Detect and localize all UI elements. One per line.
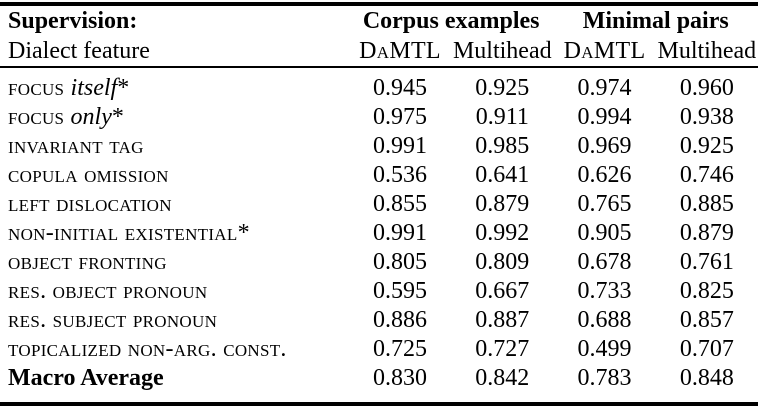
table-row-left-dislocation: left dislocation 0.855 0.879 0.765 0.885	[0, 190, 758, 219]
table-row-non-initial-existential: non-initial existential* 0.991 0.992 0.9…	[0, 219, 758, 248]
value-cell: 0.688	[577, 307, 632, 333]
value-cell: 0.595	[373, 278, 428, 304]
value-cell: 0.960	[679, 75, 734, 101]
value-cell: 0.536	[373, 162, 428, 188]
supervision-label: Supervision:	[8, 8, 138, 34]
value-cell: 0.992	[475, 220, 530, 246]
value-cell: 0.725	[373, 336, 428, 362]
value-cell: 0.641	[475, 162, 530, 188]
feature-name: topicalized non-arg. const.	[8, 336, 287, 362]
value-cell: 0.727	[475, 336, 530, 362]
table-row-object-fronting: object fronting 0.805 0.809 0.678 0.761	[0, 248, 758, 277]
feature-name: focus	[8, 75, 65, 101]
feature-name: focus	[8, 104, 65, 130]
col-header-multihead-corpus: Multihead	[451, 36, 554, 68]
table-row-topicalized-non-arg-const: topicalized non-arg. const. 0.725 0.727 …	[0, 335, 758, 364]
col-header-multihead-minimal: Multihead	[655, 36, 758, 68]
feature-cell: res. subject pronoun	[0, 306, 349, 335]
feature-asterisk: *	[237, 220, 250, 246]
value-cell: 0.975	[373, 104, 428, 130]
feature-italic: itself	[70, 75, 118, 101]
feature-name: invariant tag	[8, 133, 144, 159]
table-row-invariant-tag: invariant tag 0.991 0.985 0.969 0.925	[0, 132, 758, 161]
value-cell: 0.809	[475, 249, 530, 275]
feature-cell: left dislocation	[0, 190, 349, 219]
value-cell: 0.761	[679, 249, 734, 275]
value-cell: 0.945	[373, 75, 428, 101]
value-cell: 0.886	[373, 307, 428, 333]
macro-average-label: Macro Average	[8, 365, 164, 391]
value-cell: 0.667	[475, 278, 530, 304]
feature-name: left dislocation	[8, 191, 172, 217]
feature-cell: topicalized non-arg. const.	[0, 335, 349, 364]
value-cell: 0.855	[373, 191, 428, 217]
value-cell: 0.830	[373, 365, 428, 391]
group-header-minimal-pairs: Minimal pairs	[582, 8, 729, 34]
value-cell: 0.879	[679, 220, 734, 246]
feature-name: copula omission	[8, 162, 169, 188]
feature-name: non-initial existential	[8, 220, 238, 246]
table-header: Supervision: Corpus examples Minimal pai…	[0, 4, 758, 68]
value-cell: 0.985	[475, 133, 530, 159]
feature-cell: res. object pronoun	[0, 277, 349, 306]
col-header-damtl-minimal: DaMTL	[553, 36, 656, 68]
feature-name: res. object pronoun	[8, 278, 208, 304]
value-cell: 0.938	[679, 104, 734, 130]
dialect-feature-label: Dialect feature	[0, 36, 349, 68]
group-header-corpus-examples: Corpus examples	[362, 8, 540, 34]
value-cell: 0.911	[475, 104, 529, 130]
feature-name: res. subject pronoun	[8, 307, 218, 333]
value-cell: 0.925	[475, 75, 530, 101]
value-cell: 0.991	[373, 220, 428, 246]
value-cell: 0.805	[373, 249, 428, 275]
feature-cell: copula omission	[0, 161, 349, 190]
value-cell: 0.783	[577, 365, 632, 391]
header-row-subcolumns: Dialect feature DaMTL Multihead DaMTL Mu…	[0, 36, 758, 68]
table-row-focus-itself: focus itself* 0.945 0.925 0.974 0.960	[0, 67, 758, 103]
value-cell: 0.974	[577, 75, 632, 101]
value-cell: 0.991	[373, 133, 428, 159]
table-row-copula-omission: copula omission 0.536 0.641 0.626 0.746	[0, 161, 758, 190]
value-cell: 0.905	[577, 220, 632, 246]
value-cell: 0.626	[577, 162, 632, 188]
dialect-feature-results-table: Supervision: Corpus examples Minimal pai…	[0, 2, 758, 406]
value-cell: 0.857	[679, 307, 734, 333]
value-cell: 0.969	[577, 133, 632, 159]
table-row-macro-average: Macro Average 0.830 0.842 0.783 0.848	[0, 364, 758, 404]
table-row-res-object-pronoun: res. object pronoun 0.595 0.667 0.733 0.…	[0, 277, 758, 306]
table-row-focus-only: focus only* 0.975 0.911 0.994 0.938	[0, 103, 758, 132]
col-header-damtl-corpus: DaMTL	[348, 36, 452, 68]
value-cell: 0.499	[577, 336, 632, 362]
value-cell: 0.994	[577, 104, 632, 130]
value-cell: 0.842	[475, 365, 530, 391]
value-cell: 0.825	[679, 278, 734, 304]
feature-italic: only	[70, 104, 112, 130]
value-cell: 0.848	[679, 365, 734, 391]
table-row-res-subject-pronoun: res. subject pronoun 0.886 0.887 0.688 0…	[0, 306, 758, 335]
header-row-groups: Supervision: Corpus examples Minimal pai…	[0, 4, 758, 36]
value-cell: 0.885	[679, 191, 734, 217]
feature-cell: focus only*	[0, 103, 349, 132]
value-cell: 0.925	[679, 133, 734, 159]
feature-asterisk: *	[117, 75, 130, 101]
feature-cell: focus itself*	[0, 67, 349, 103]
table-body: focus itself* 0.945 0.925 0.974 0.960 foc…	[0, 67, 758, 404]
value-cell: 0.733	[577, 278, 632, 304]
value-cell: 0.887	[475, 307, 530, 333]
feature-cell: invariant tag	[0, 132, 349, 161]
feature-cell: non-initial existential*	[0, 219, 349, 248]
value-cell: 0.879	[475, 191, 530, 217]
feature-name: object fronting	[8, 249, 167, 275]
value-cell: 0.765	[577, 191, 632, 217]
value-cell: 0.707	[679, 336, 734, 362]
value-cell: 0.678	[577, 249, 632, 275]
feature-asterisk: *	[111, 104, 124, 130]
feature-cell: object fronting	[0, 248, 349, 277]
value-cell: 0.746	[679, 162, 734, 188]
